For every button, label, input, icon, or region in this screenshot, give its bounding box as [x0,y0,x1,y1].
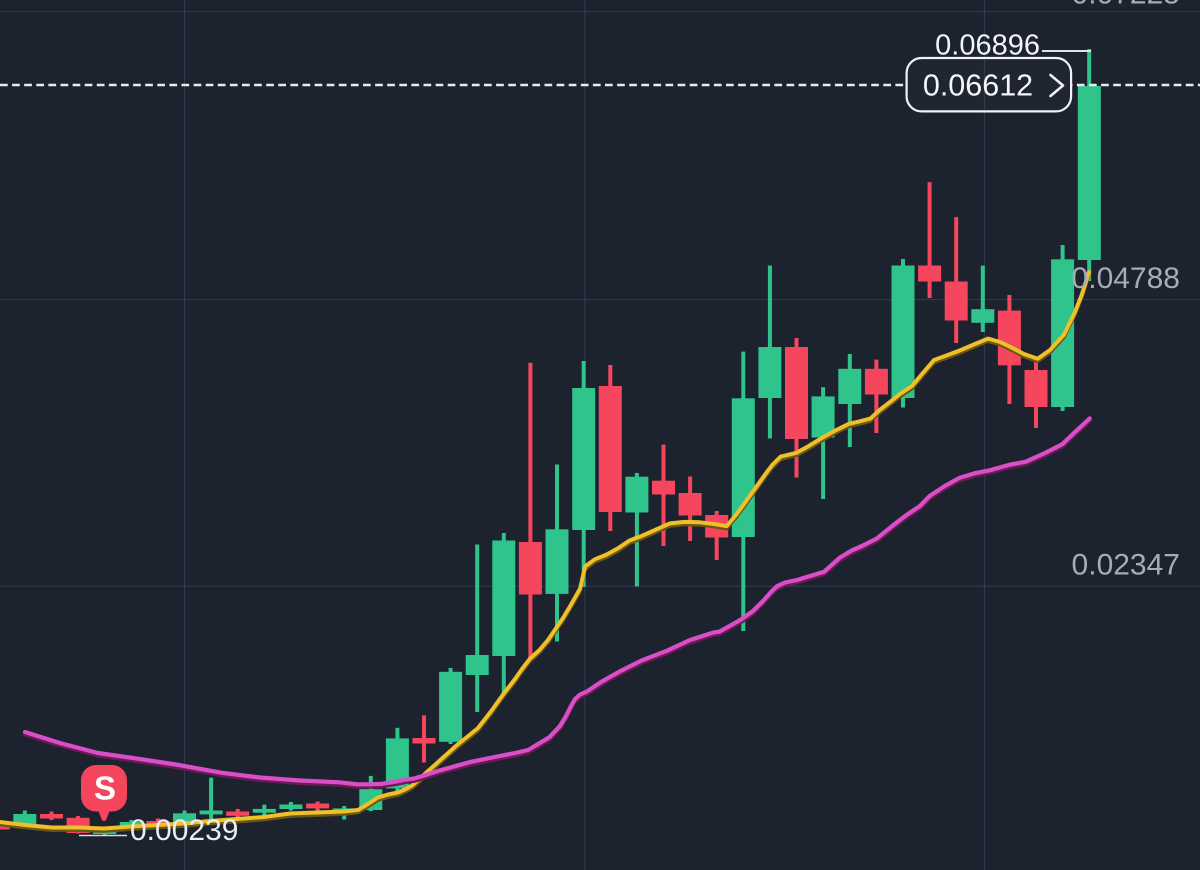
svg-text:0.04788: 0.04788 [1072,262,1180,295]
svg-text:0.00239: 0.00239 [130,814,238,847]
svg-text:S: S [94,770,116,807]
svg-text:0.06612: 0.06612 [923,69,1033,103]
svg-text:0.02347: 0.02347 [1072,549,1180,582]
svg-text:0.06896: 0.06896 [935,30,1040,62]
svg-text:0.07225: 0.07225 [1072,0,1180,11]
